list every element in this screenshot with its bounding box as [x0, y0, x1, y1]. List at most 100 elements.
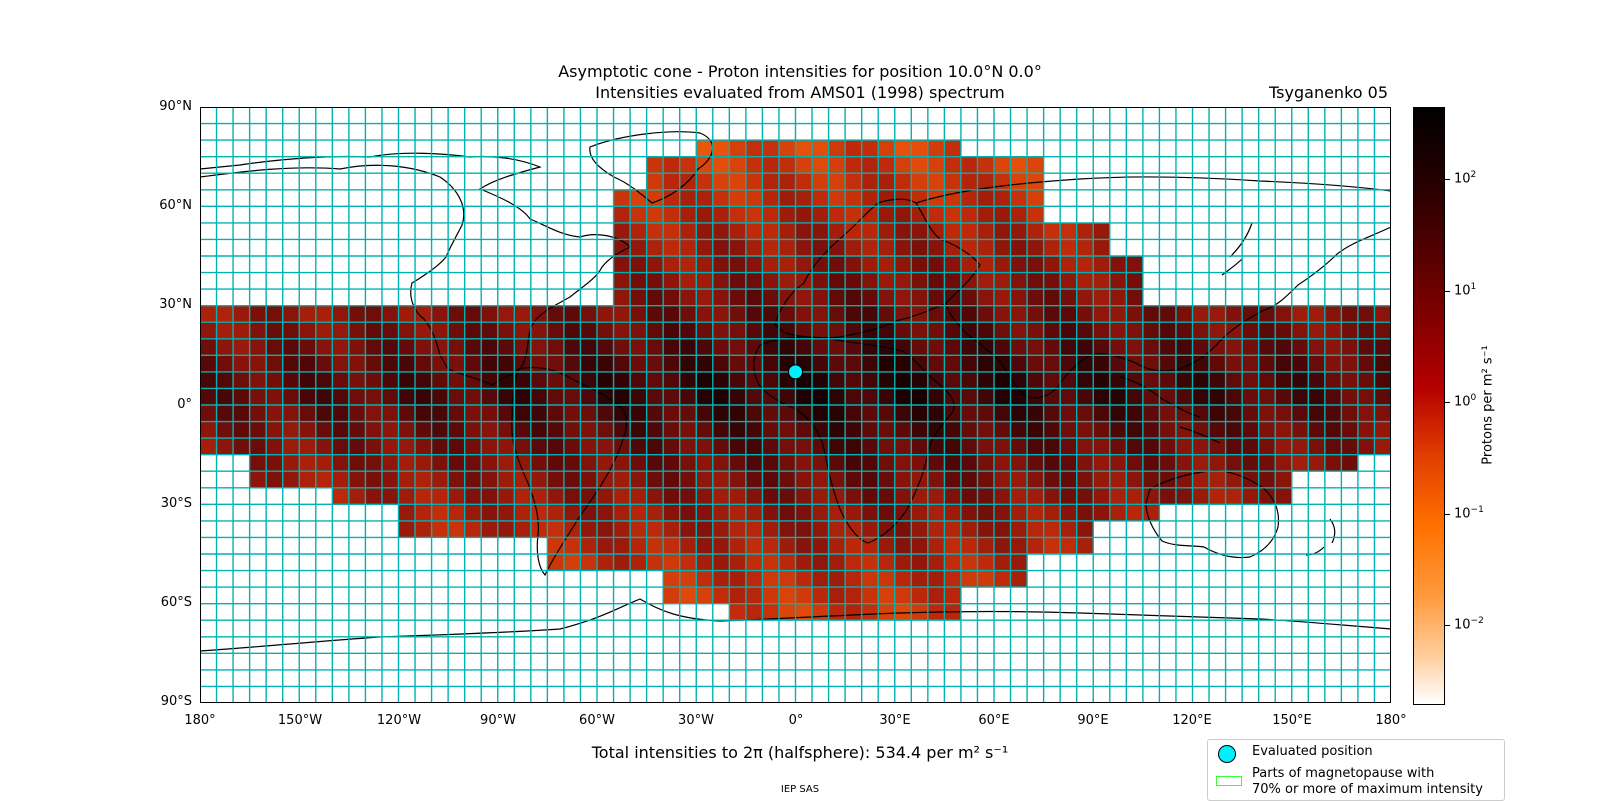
intensity-cell — [315, 322, 333, 339]
intensity-cell — [729, 388, 746, 405]
intensity-cell — [514, 454, 531, 472]
intensity-cell — [646, 355, 664, 372]
intensity-cell — [696, 140, 713, 157]
intensity-cell — [977, 537, 994, 554]
intensity-cell — [1275, 322, 1292, 339]
intensity-cell — [1126, 322, 1143, 339]
intensity-cell — [861, 587, 879, 604]
intensity-cell — [1109, 305, 1127, 323]
intensity-cell — [861, 603, 879, 621]
intensity-cell — [1027, 371, 1044, 389]
intensity-cell — [911, 438, 928, 455]
intensity-cell — [679, 570, 697, 588]
intensity-cell — [315, 388, 333, 405]
intensity-cell — [729, 438, 746, 455]
intensity-cell — [663, 388, 680, 405]
intensity-cell — [861, 388, 879, 405]
intensity-cell — [1076, 305, 1094, 323]
intensity-cell — [1242, 471, 1259, 488]
intensity-cell — [663, 173, 680, 190]
intensity-cell — [282, 471, 300, 488]
intensity-cell — [795, 537, 813, 554]
intensity-cell — [1225, 371, 1243, 389]
lon-label: 30°W — [678, 713, 714, 728]
intensity-cell — [712, 338, 730, 356]
intensity-cell — [878, 405, 895, 422]
intensity-cell — [200, 421, 217, 439]
intensity-cell — [415, 438, 432, 455]
intensity-cell — [630, 421, 647, 439]
lat-label: 60°N — [159, 198, 192, 213]
intensity-cell — [663, 587, 680, 604]
intensity-cell — [266, 438, 283, 455]
intensity-cell — [1010, 338, 1028, 356]
intensity-cell — [1027, 388, 1044, 405]
intensity-cell — [563, 471, 581, 488]
intensity-cell — [745, 421, 763, 439]
intensity-cell — [696, 421, 713, 439]
intensity-cell — [712, 222, 730, 240]
intensity-cell — [861, 140, 879, 157]
intensity-cell — [845, 537, 862, 554]
intensity-cell — [745, 156, 763, 174]
intensity-cell — [729, 504, 746, 521]
intensity-cell — [1010, 537, 1028, 554]
intensity-cell — [332, 388, 349, 405]
intensity-cell — [712, 289, 730, 306]
intensity-cell — [1076, 537, 1094, 554]
intensity-cell — [894, 206, 912, 223]
intensity-cell — [745, 206, 763, 223]
intensity-cell — [861, 189, 879, 207]
intensity-cell — [1142, 471, 1160, 488]
intensity-cell — [530, 504, 548, 521]
intensity-cell — [266, 322, 283, 339]
intensity-cell — [745, 272, 763, 290]
intensity-cell — [233, 338, 250, 356]
intensity-cell — [894, 587, 912, 604]
intensity-cell — [580, 471, 597, 488]
world-map[interactable] — [200, 107, 1391, 703]
evaluated-position-marker[interactable] — [788, 364, 803, 380]
intensity-cell — [994, 156, 1011, 174]
intensity-cell — [1357, 388, 1375, 405]
intensity-cell — [795, 405, 813, 422]
intensity-cell — [911, 189, 928, 207]
intensity-cell — [1027, 405, 1044, 422]
intensity-cell — [960, 173, 978, 190]
intensity-cell — [960, 487, 978, 505]
intensity-cell — [812, 471, 829, 488]
intensity-cell — [745, 405, 763, 422]
intensity-cell — [1060, 338, 1077, 356]
intensity-cell — [911, 520, 928, 538]
intensity-cell — [911, 405, 928, 422]
intensity-cell — [1275, 305, 1292, 323]
intensity-cell — [381, 454, 399, 472]
intensity-cell — [696, 355, 713, 372]
intensity-cell — [663, 454, 680, 472]
intensity-cell — [762, 537, 779, 554]
intensity-cell — [795, 570, 813, 588]
intensity-cell — [778, 554, 796, 571]
intensity-cell — [679, 371, 697, 389]
intensity-cell — [1258, 371, 1276, 389]
intensity-cell — [994, 520, 1011, 538]
intensity-cell — [878, 371, 895, 389]
intensity-cell — [712, 206, 730, 223]
intensity-cell — [861, 289, 879, 306]
intensity-cell — [762, 405, 779, 422]
intensity-cell — [1126, 355, 1143, 372]
intensity-cell — [563, 388, 581, 405]
intensity-cell — [431, 355, 449, 372]
intensity-cell — [547, 504, 564, 521]
intensity-cell — [795, 438, 813, 455]
intensity-cell — [960, 305, 978, 323]
lon-label: 150°W — [277, 713, 323, 728]
intensity-cell — [530, 421, 548, 439]
intensity-cell — [845, 438, 862, 455]
intensity-cell — [431, 454, 449, 472]
intensity-cell — [1010, 239, 1028, 256]
intensity-cell — [1093, 405, 1110, 422]
colorbar-tick-exponent: 1 — [1470, 281, 1477, 292]
intensity-cell — [514, 504, 531, 521]
intensity-cell — [365, 487, 382, 505]
